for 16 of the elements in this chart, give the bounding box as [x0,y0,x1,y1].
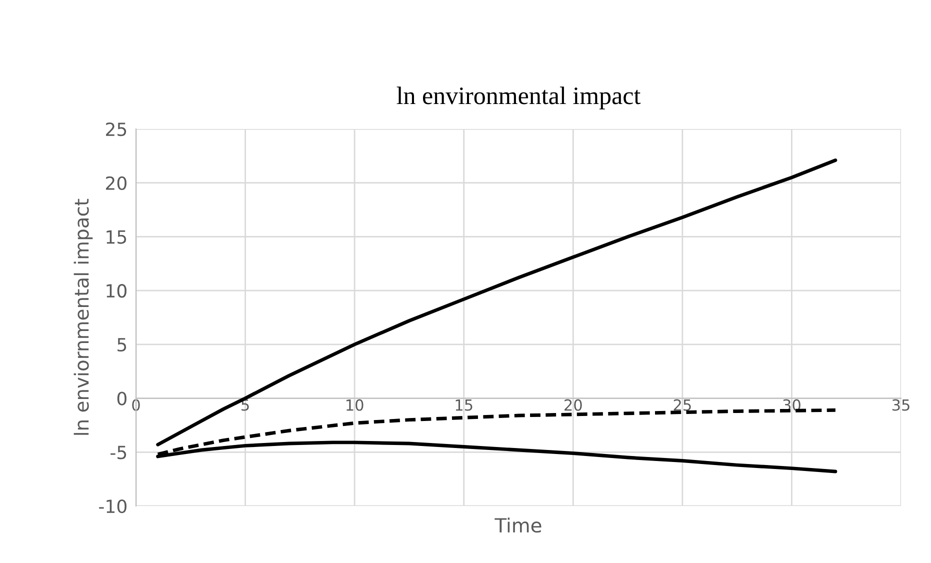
line-series [156,158,838,446]
y-axis-title: ln enviornmental impact [74,198,93,435]
y-tick-label: -5 [110,446,126,460]
y-tick-label: 5 [118,338,126,352]
y-tick-label: 25 [106,122,126,136]
x-tick-label: 20 [564,399,582,411]
x-axis-title: Time [494,518,542,533]
x-tick-label: 25 [674,399,691,411]
y-tick-label: -10 [99,499,126,514]
x-tick-label: 10 [346,399,364,411]
y-tick-label: 20 [106,176,126,190]
y-tick-label: 10 [106,284,126,298]
chart-title: ln environmental impact [396,86,641,110]
x-tick-label: 15 [456,399,472,411]
x-tick-label: 35 [892,399,910,411]
y-tick-label: 15 [106,230,126,244]
